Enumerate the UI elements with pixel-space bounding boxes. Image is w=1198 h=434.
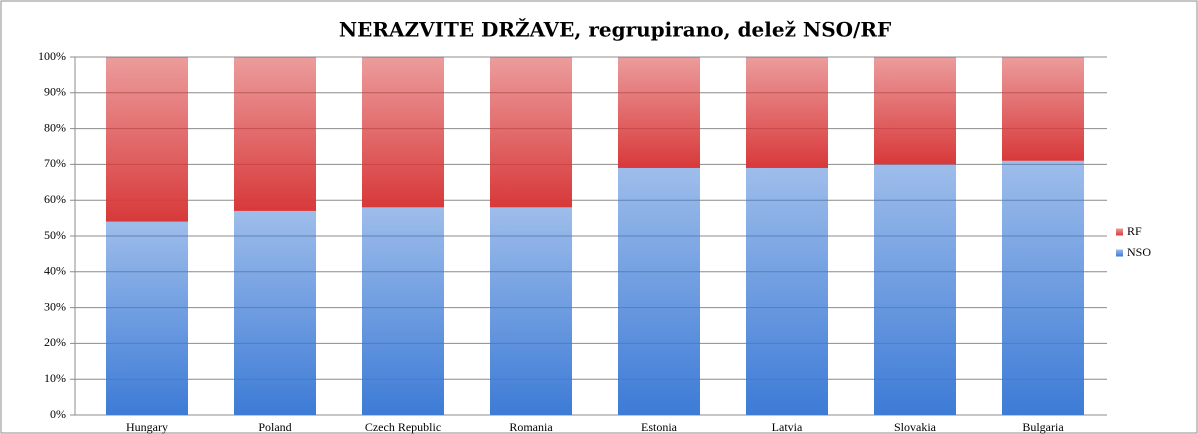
x-tick-label: Latvia <box>772 420 803 434</box>
y-tick-label: 50% <box>44 228 66 242</box>
bar-segment <box>746 167 828 415</box>
y-tick-label: 10% <box>44 371 66 385</box>
x-tick-label: Poland <box>258 420 291 434</box>
y-tick-label: 60% <box>44 192 66 206</box>
x-tick-label: Estonia <box>641 420 678 434</box>
legend-label: NSO <box>1127 245 1151 259</box>
legend-swatch <box>1116 228 1123 236</box>
y-tick-label: 30% <box>44 299 66 313</box>
y-tick-label: 100% <box>38 49 66 63</box>
x-tick-label: Slovakia <box>894 420 937 434</box>
y-tick-label: 20% <box>44 335 66 349</box>
bar-segment <box>106 57 188 222</box>
y-tick-label: 90% <box>44 85 66 99</box>
legend-label: RF <box>1127 224 1142 238</box>
x-tick-label: Hungary <box>126 420 168 434</box>
bar-segment <box>490 207 572 415</box>
bar-segment <box>618 57 700 168</box>
bar-segment <box>362 207 444 415</box>
bar-segment <box>234 57 316 211</box>
bar-segment <box>874 164 956 415</box>
legend-swatch <box>1116 249 1123 257</box>
x-tick-label: Czech Republic <box>365 420 441 434</box>
x-tick-label: Bulgaria <box>1022 420 1064 434</box>
y-tick-label: 80% <box>44 120 66 134</box>
x-tick-label: Romania <box>509 420 553 434</box>
bar-segment <box>874 57 956 165</box>
y-tick-label: 70% <box>44 156 66 170</box>
chart-title: NERAZVITE DRŽAVE, regrupirano, delež NSO… <box>339 18 891 42</box>
bar-segment <box>362 57 444 208</box>
bar-segment <box>490 57 572 208</box>
bar-segment <box>106 221 188 415</box>
bar-segment <box>1002 160 1084 415</box>
bar-segment <box>618 167 700 415</box>
bar-segment <box>746 57 828 168</box>
y-tick-label: 40% <box>44 264 66 278</box>
bar-segment <box>1002 57 1084 161</box>
y-tick-label: 0% <box>50 407 66 421</box>
bar-segment <box>234 210 316 415</box>
